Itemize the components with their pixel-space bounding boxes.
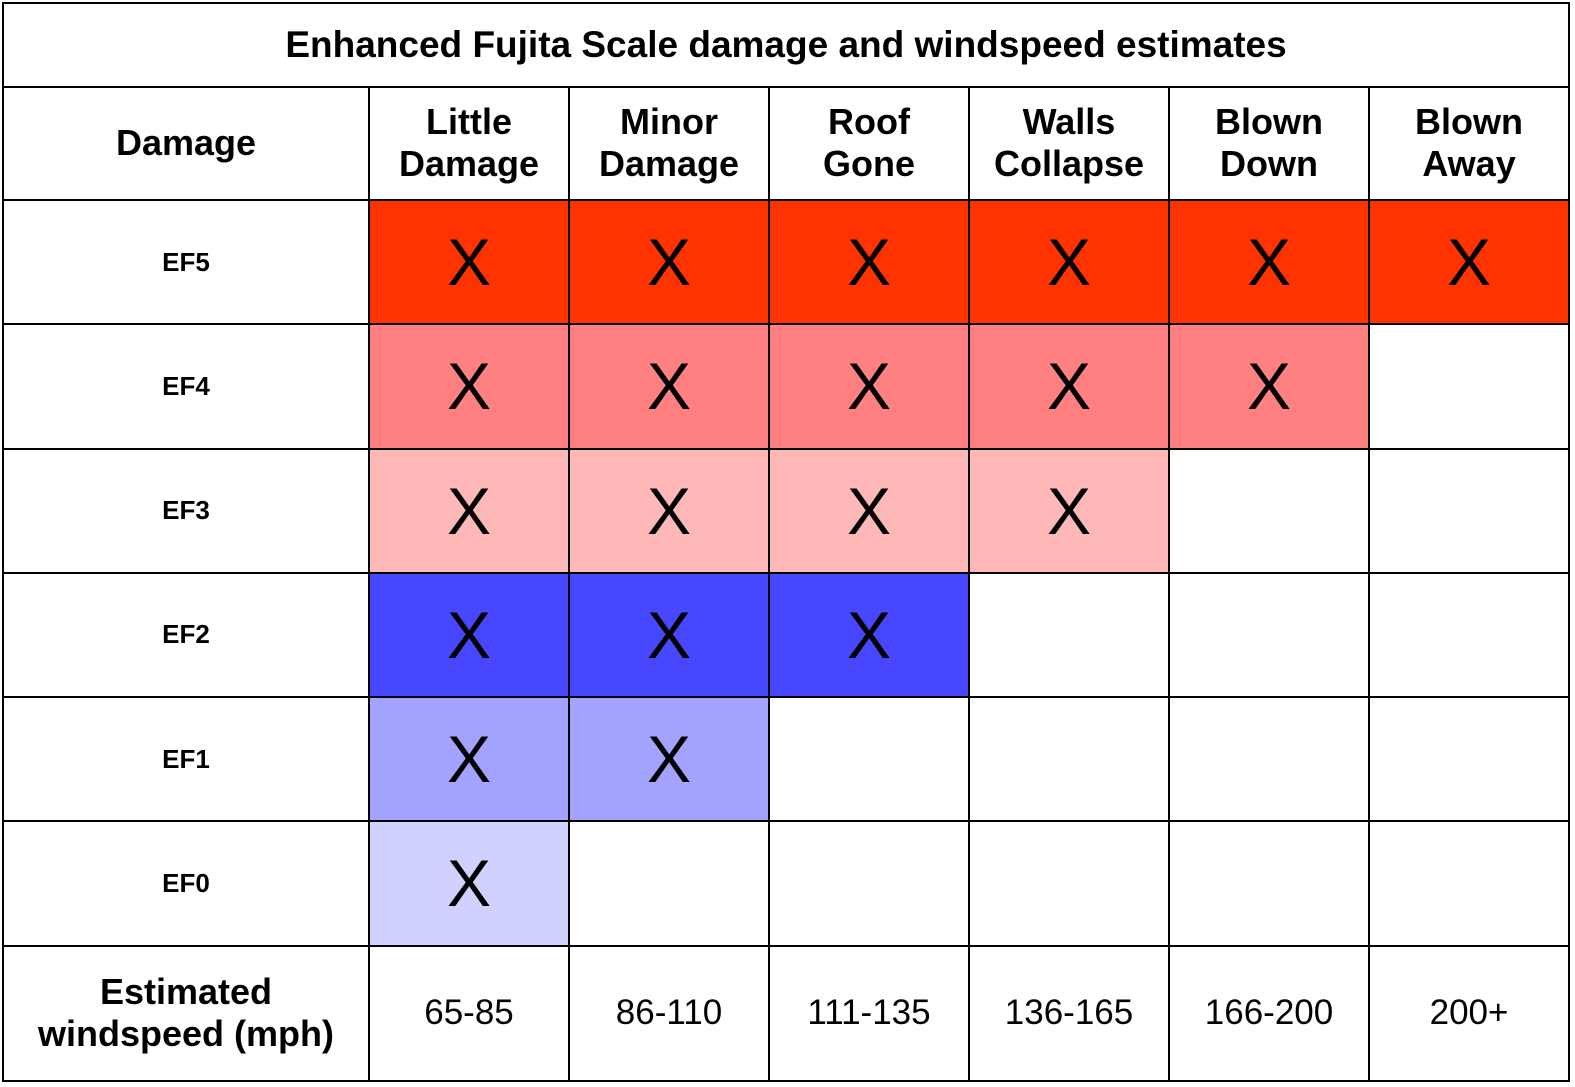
damage-mark-cell: X <box>769 324 969 448</box>
empty-cell <box>1369 697 1569 821</box>
windspeed-value: 111-135 <box>769 946 969 1081</box>
rating-row: EF1 X X <box>3 697 1569 821</box>
damage-mark-cell: X <box>369 449 569 573</box>
damage-mark-cell: X <box>569 324 769 448</box>
rating-label: EF2 <box>3 573 369 697</box>
column-header: Walls Collapse <box>969 87 1169 200</box>
damage-mark-cell: X <box>1169 200 1369 324</box>
damage-mark-cell: X <box>969 324 1169 448</box>
damage-mark-cell: X <box>369 324 569 448</box>
windspeed-row: Estimated windspeed (mph) 65-85 86-110 111-… <box>3 946 1569 1081</box>
damage-mark-cell: X <box>1369 200 1569 324</box>
windspeed-value: 65-85 <box>369 946 569 1081</box>
rating-row: EF4 X X X X X <box>3 324 1569 448</box>
empty-cell <box>769 697 969 821</box>
damage-mark-cell: X <box>369 573 569 697</box>
windspeed-value: 86-110 <box>569 946 769 1081</box>
damage-mark-cell: X <box>369 821 569 945</box>
column-header: Minor Damage <box>569 87 769 200</box>
empty-cell <box>1369 449 1569 573</box>
damage-mark-cell: X <box>569 697 769 821</box>
empty-cell <box>1169 449 1369 573</box>
rating-row: EF5 X X X X X X <box>3 200 1569 324</box>
damage-mark-cell: X <box>769 573 969 697</box>
empty-cell <box>1169 697 1369 821</box>
empty-cell <box>969 573 1169 697</box>
empty-cell <box>969 821 1169 945</box>
rating-label: EF5 <box>3 200 369 324</box>
damage-mark-cell: X <box>569 449 769 573</box>
rating-row: EF3 X X X X <box>3 449 1569 573</box>
damage-mark-cell: X <box>769 449 969 573</box>
empty-cell <box>1369 324 1569 448</box>
empty-cell <box>1169 821 1369 945</box>
empty-cell <box>1369 573 1569 697</box>
damage-mark-cell: X <box>1169 324 1369 448</box>
windspeed-label: Estimated windspeed (mph) <box>3 946 369 1081</box>
damage-mark-cell: X <box>569 573 769 697</box>
empty-cell <box>969 697 1169 821</box>
column-header: Roof Gone <box>769 87 969 200</box>
damage-mark-cell: X <box>969 200 1169 324</box>
empty-cell <box>1369 821 1569 945</box>
rating-row: EF0 X <box>3 821 1569 945</box>
chart-title: Enhanced Fujita Scale damage and windspe… <box>3 3 1569 87</box>
damage-header: Damage <box>3 87 369 200</box>
empty-cell <box>1169 573 1369 697</box>
windspeed-value: 200+ <box>1369 946 1569 1081</box>
rating-label: EF3 <box>3 449 369 573</box>
empty-cell <box>769 821 969 945</box>
damage-mark-cell: X <box>369 200 569 324</box>
damage-mark-cell: X <box>769 200 969 324</box>
rating-label: EF0 <box>3 821 369 945</box>
damage-mark-cell: X <box>569 200 769 324</box>
column-header: Little Damage <box>369 87 569 200</box>
damage-mark-cell: X <box>369 697 569 821</box>
windspeed-value: 166-200 <box>1169 946 1369 1081</box>
rating-label: EF4 <box>3 324 369 448</box>
rating-row: EF2 X X X <box>3 573 1569 697</box>
rating-label: EF1 <box>3 697 369 821</box>
column-header: Blown Away <box>1369 87 1569 200</box>
empty-cell <box>569 821 769 945</box>
damage-mark-cell: X <box>969 449 1169 573</box>
column-header: Blown Down <box>1169 87 1369 200</box>
windspeed-value: 136-165 <box>969 946 1169 1081</box>
